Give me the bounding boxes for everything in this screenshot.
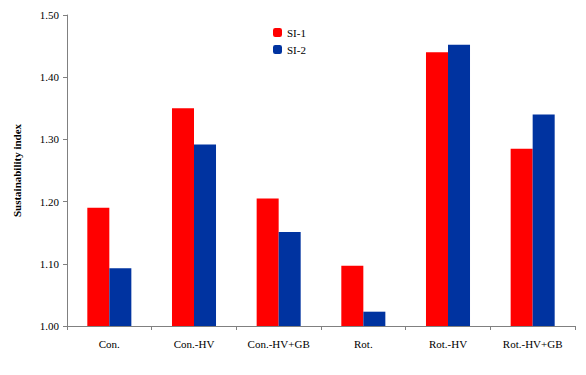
svg-text:1.30: 1.30	[40, 133, 60, 145]
svg-text:Rot.-HV: Rot.-HV	[429, 338, 467, 350]
svg-text:1.10: 1.10	[40, 258, 60, 270]
svg-text:1.00: 1.00	[40, 320, 60, 332]
svg-text:SI-2: SI-2	[287, 44, 306, 56]
svg-text:1.50: 1.50	[40, 9, 60, 21]
svg-text:Rot.-HV+GB: Rot.-HV+GB	[503, 338, 563, 350]
svg-text:Sustainability index: Sustainability index	[11, 123, 23, 217]
svg-text:Rot.: Rot.	[354, 338, 373, 350]
svg-text:1.20: 1.20	[40, 196, 60, 208]
svg-text:1.40: 1.40	[40, 71, 60, 83]
svg-text:SI-1: SI-1	[287, 27, 306, 39]
svg-text:Con.-HV: Con.-HV	[174, 338, 215, 350]
svg-text:Con.-HV+GB: Con.-HV+GB	[248, 338, 310, 350]
svg-text:Con.: Con.	[99, 338, 120, 350]
